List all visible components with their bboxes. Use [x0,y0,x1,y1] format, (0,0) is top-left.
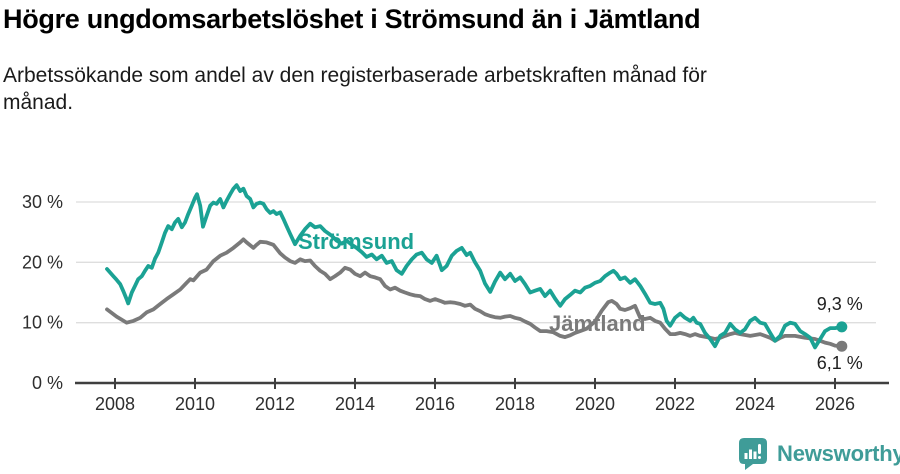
subtitle-line-2: månad. [3,91,74,114]
newsworthy-icon [739,438,767,470]
x-tick-label: 2024 [735,394,775,414]
series-line-strömsund [105,183,844,350]
x-tick-label: 2026 [815,394,855,414]
series-label-strömsund: Strömsund [298,229,414,254]
page-title: Högre ungdomsarbetslöshet i Strömsund än… [3,4,701,34]
y-tick-label: 20 % [22,252,63,272]
newsworthy-logo[interactable]: Newsworthy [738,437,900,470]
end-value-label-strömsund: 9,3 % [817,294,863,314]
x-tick-label: 2010 [175,394,215,414]
y-tick-label: 30 % [22,192,63,212]
x-tick-label: 2016 [415,394,455,414]
x-tick-label: 2022 [655,394,695,414]
series-end-dot-jämtland [836,340,848,352]
x-tick-label: 2014 [335,394,375,414]
series-line-jämtland [105,237,844,349]
y-tick-label: 0 % [32,373,63,393]
end-value-label-jämtland: 6,1 % [817,353,863,373]
chart-subtitle: Arbetssökande som andel av den registerb… [3,62,707,116]
newsworthy-brand-text: Newsworthy [777,440,900,466]
x-tick-label: 2020 [575,394,615,414]
x-tick-label: 2018 [495,394,535,414]
x-tick-label: 2008 [95,394,135,414]
subtitle-line-1: Arbetssökande som andel av den registerb… [3,64,707,87]
series-label-jämtland: Jämtland [549,311,646,336]
series-end-dot-strömsund [836,321,848,333]
x-tick-label: 2012 [255,394,295,414]
y-tick-label: 10 % [22,313,63,333]
